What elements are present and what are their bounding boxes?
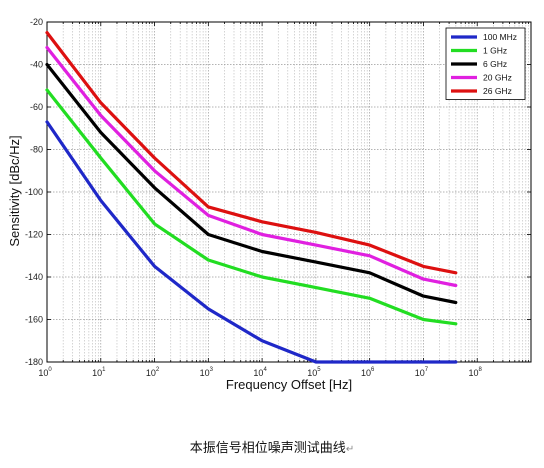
x-tick-label: 102 <box>146 367 160 378</box>
legend-label: 26 GHz <box>483 86 512 96</box>
series-line-20-ghz <box>45 45 458 288</box>
figure-caption: 本振信号相位噪声测试曲线↵ <box>0 437 544 456</box>
series-line-100-mhz <box>45 120 458 364</box>
x-tick-label: 106 <box>361 367 375 378</box>
grid-layer <box>47 22 531 362</box>
legend-label: 1 GHz <box>483 46 507 56</box>
legend-label: 20 GHz <box>483 73 512 83</box>
x-axis-label: Frequency Offset [Hz] <box>226 377 352 392</box>
x-tick-label: 101 <box>92 367 106 378</box>
y-tick-label: -40 <box>30 60 43 70</box>
y-tick-label: -160 <box>25 315 43 325</box>
y-axis-label: Sensitivity [dBc/Hz] <box>7 135 22 246</box>
y-tick-label: -180 <box>25 357 43 367</box>
paragraph-mark: ↵ <box>345 444 355 455</box>
x-tick-label: 105 <box>307 367 321 378</box>
legend: 100 MHz 1 GHz 6 GHz 20 GHz 26 GHz <box>445 27 526 100</box>
x-tick-label: 107 <box>415 367 429 378</box>
x-tick-labels: 100 101 102 103 104 105 106 107 108 <box>38 367 482 378</box>
series-line-1-ghz <box>45 88 458 326</box>
y-tick-label: -100 <box>25 187 43 197</box>
x-tick-label: 103 <box>200 367 214 378</box>
y-tick-labels: -20 -40 -60 -80 -100 -120 -140 -160 -180 <box>25 17 43 367</box>
x-tick-label: 104 <box>253 367 267 378</box>
series-line-26-ghz <box>45 30 458 275</box>
y-tick-label: -60 <box>30 102 43 112</box>
series-layer <box>45 30 458 364</box>
caption-text: 本振信号相位噪声测试曲线 <box>189 441 346 456</box>
y-tick-label: -140 <box>25 272 43 282</box>
legend-label: 100 MHz <box>483 32 517 42</box>
y-tick-label: -120 <box>25 230 43 240</box>
y-tick-label: -80 <box>30 145 43 155</box>
x-tick-label: 100 <box>38 367 52 378</box>
y-tick-label: -20 <box>30 17 43 27</box>
x-tick-label: 108 <box>469 367 483 378</box>
series-line-6-ghz <box>45 62 458 305</box>
legend-label: 6 GHz <box>483 59 507 69</box>
